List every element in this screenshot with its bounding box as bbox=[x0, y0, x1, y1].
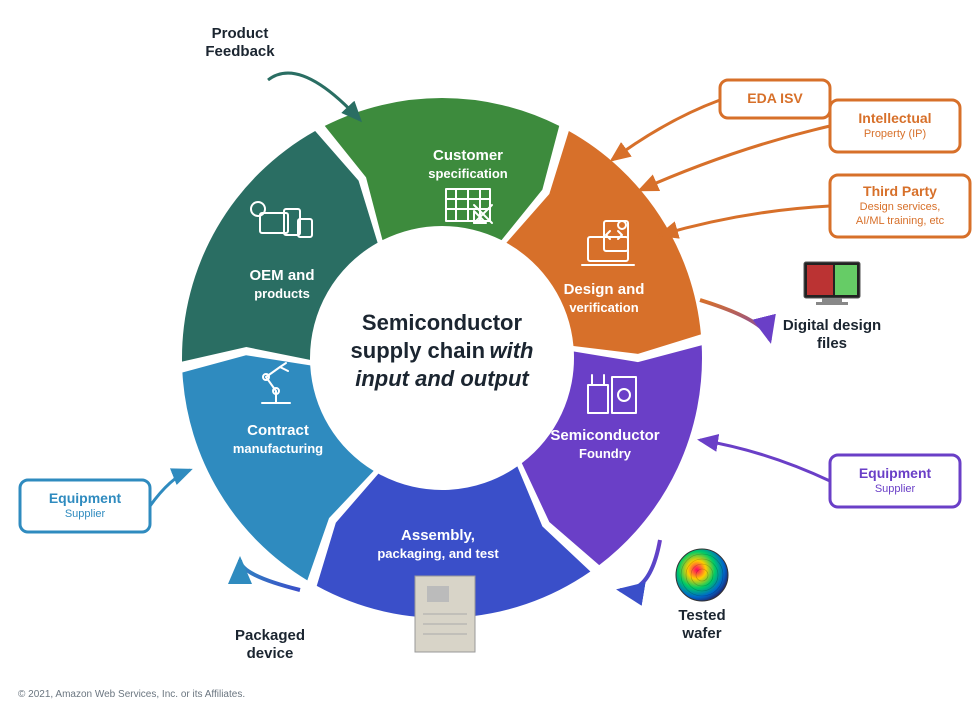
output-label2-0: files bbox=[817, 335, 847, 352]
output-arrow-1 bbox=[620, 540, 660, 590]
input-arrow-4 bbox=[700, 440, 830, 481]
center-title-3: input and output bbox=[355, 366, 530, 391]
segment-label2-design_verify: verification bbox=[569, 300, 638, 315]
input-tag-text-3-1: Design services, bbox=[860, 201, 941, 213]
input-tag-text-3-2: AI/ML training, etc bbox=[856, 215, 945, 227]
segment-label-contract_mfg: Contract bbox=[247, 422, 309, 439]
segment-label2-oem: products bbox=[254, 286, 310, 301]
input-arrow-2 bbox=[640, 126, 830, 190]
input-tag-text-4-1: Supplier bbox=[875, 483, 916, 495]
output-label-0: Digital design bbox=[783, 317, 881, 334]
segment-label-design_verify: Design and bbox=[564, 281, 645, 298]
input-tag-text-4-0: Equipment bbox=[859, 465, 932, 481]
feedback-label-1: Product bbox=[212, 25, 269, 42]
input-tag-text-3-0: Third Party bbox=[863, 183, 937, 199]
input-arrow-1 bbox=[612, 100, 720, 160]
supply-chain-diagram: Semiconductor supply chain with input an… bbox=[0, 0, 977, 710]
input-arrow-3 bbox=[660, 206, 830, 235]
monitor-icon bbox=[804, 262, 860, 305]
output-arrow-0 bbox=[700, 300, 770, 340]
input-tag-text-5-0: Equipment bbox=[49, 490, 122, 506]
input-tag-text-2-1: Property (IP) bbox=[864, 128, 926, 140]
segment-label2-foundry: Foundry bbox=[579, 446, 632, 461]
input-tag-text-1-0: EDA ISV bbox=[747, 90, 803, 106]
input-arrow-5 bbox=[150, 470, 190, 506]
input-tag-text-5-1: Supplier bbox=[65, 508, 106, 520]
output-label-1: Tested bbox=[678, 607, 725, 624]
segment-label-assembly: Assembly, bbox=[401, 527, 475, 544]
input-tag-box-5 bbox=[20, 480, 150, 532]
chip-icon bbox=[415, 576, 475, 652]
segment-label2-assembly: packaging, and test bbox=[377, 546, 499, 561]
wafer-icon bbox=[676, 549, 728, 601]
segment-label-customer_spec: Customer bbox=[433, 147, 503, 164]
segment-label-oem: OEM and bbox=[249, 267, 314, 284]
center-title-1: Semiconductor bbox=[362, 310, 523, 335]
input-tag-text-2-0: Intellectual bbox=[858, 110, 931, 126]
segment-label2-customer_spec: specification bbox=[428, 166, 508, 181]
center-title-2: supply chain with bbox=[351, 338, 534, 363]
input-tag-box-2 bbox=[830, 100, 960, 152]
input-arrow-0 bbox=[268, 73, 360, 120]
segment-label2-contract_mfg: manufacturing bbox=[233, 441, 323, 456]
output-label-2: Packaged bbox=[235, 627, 305, 644]
input-tag-box-4 bbox=[830, 455, 960, 507]
copyright-text: © 2021, Amazon Web Services, Inc. or its… bbox=[18, 689, 245, 700]
output-label2-2: device bbox=[247, 645, 294, 662]
segment-label-foundry: Semiconductor bbox=[550, 427, 659, 444]
feedback-label-2: Feedback bbox=[205, 43, 275, 60]
output-label2-1: wafer bbox=[681, 625, 721, 642]
